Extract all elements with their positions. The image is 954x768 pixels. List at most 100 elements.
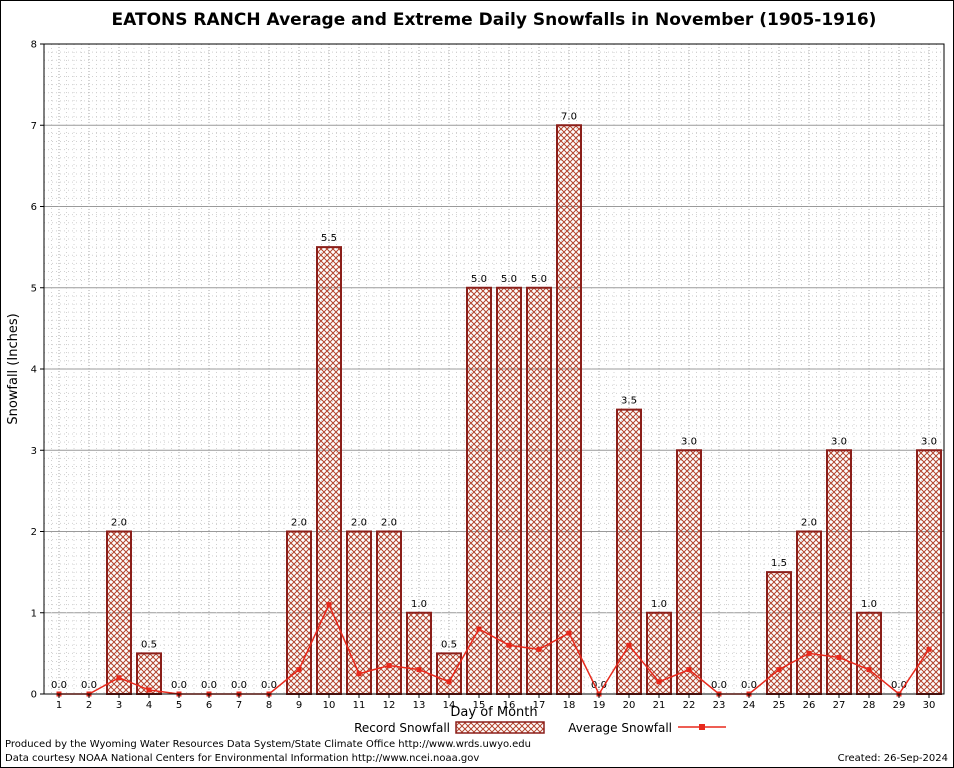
x-tick-label: 2: [86, 700, 92, 711]
average-point-day-27: [836, 654, 842, 660]
y-tick-label: 1: [31, 608, 37, 619]
bar-value-label: 3.0: [921, 436, 937, 447]
average-point-day-22: [686, 667, 692, 673]
y-tick-label: 5: [31, 283, 37, 294]
bar-value-label: 0.0: [231, 680, 247, 691]
bar-value-label: 1.0: [411, 599, 427, 610]
bar-day-12: [376, 530, 402, 695]
x-tick-label: 25: [773, 700, 786, 711]
bar-value-label: 2.0: [801, 518, 817, 529]
x-tick-label: 23: [713, 700, 726, 711]
bar-value-label: 5.5: [321, 233, 337, 244]
legend-record-swatch: [455, 721, 545, 734]
average-point-day-20: [626, 642, 632, 648]
average-point-day-26: [806, 650, 812, 656]
bar-value-label: 0.0: [891, 680, 907, 691]
bar-day-11: [346, 530, 372, 695]
bar-value-label: 2.0: [291, 518, 307, 529]
bar-value-label: 0.5: [141, 639, 157, 650]
bar-value-label: 0.0: [51, 680, 67, 691]
y-tick-label: 8: [31, 40, 37, 51]
bar-value-label: 7.0: [561, 111, 577, 122]
bar-day-13: [406, 611, 432, 695]
bar-value-label: 0.0: [591, 680, 607, 691]
average-point-day-15: [476, 626, 482, 632]
x-tick-label: 18: [563, 700, 576, 711]
legend: Record Snowfall Average Snowfall: [354, 721, 726, 735]
bar-day-27: [826, 449, 852, 695]
average-point-day-9: [296, 667, 302, 673]
x-tick-label: 22: [683, 700, 696, 711]
x-tick-label: 21: [653, 700, 666, 711]
x-tick-label: 5: [176, 700, 182, 711]
bar-day-15: [466, 286, 492, 695]
chart-title: EATONS RANCH Average and Extreme Daily S…: [112, 10, 877, 30]
x-tick-label: 3: [116, 700, 122, 711]
bar-value-label: 5.0: [471, 274, 487, 285]
x-tick-label: 28: [863, 700, 876, 711]
average-point-day-16: [506, 642, 512, 648]
bar-day-22: [676, 449, 702, 695]
bar-value-label: 0.0: [81, 680, 97, 691]
plot-area: 0.0 0.0 2.0 0.5 0.0 0.0 0.0 0.0 2.0 5.5 2.0 2.0 1.0 0…: [31, 40, 945, 711]
average-point-day-18: [566, 630, 572, 636]
average-point-day-10: [326, 602, 332, 608]
average-point-day-12: [386, 663, 392, 669]
bar-value-label: 5.0: [501, 274, 517, 285]
y-tick-label: 0: [31, 690, 37, 701]
y-tick-label: 4: [31, 365, 37, 376]
average-point-day-11: [356, 671, 362, 677]
y-axis-label: Snowfall (Inches): [6, 313, 21, 424]
x-tick-label: 30: [923, 700, 936, 711]
average-point-day-14: [446, 679, 452, 685]
x-tick-label: 1: [56, 700, 62, 711]
bar-value-label: 2.0: [351, 518, 367, 529]
bar-day-26: [796, 530, 822, 695]
bar-day-28: [856, 611, 882, 695]
footer-data-courtesy: Data courtesy NOAA National Centers for …: [5, 753, 479, 764]
bar-value-label: 2.0: [111, 518, 127, 529]
bar-value-label: 1.0: [651, 599, 667, 610]
x-tick-label: 8: [266, 700, 272, 711]
bar-value-label: 1.5: [771, 558, 787, 569]
x-tick-label: 6: [206, 700, 212, 711]
footer-produced-by: Produced by the Wyoming Water Resources …: [5, 739, 531, 750]
legend-average-label: Average Snowfall: [568, 721, 672, 735]
x-tick-label: 11: [353, 700, 366, 711]
bar-day-25: [766, 571, 792, 695]
x-tick-label: 16: [503, 700, 516, 711]
footer-created-date: Created: 26-Sep-2024: [838, 753, 948, 764]
x-axis-label: Day of Month: [450, 705, 537, 720]
bar-value-label: 5.0: [531, 274, 547, 285]
bar-day-18: [556, 124, 582, 695]
bar-value-label: 0.5: [441, 639, 457, 650]
x-tick-label: 17: [533, 700, 546, 711]
average-point-day-28: [866, 667, 872, 673]
average-point-day-13: [416, 667, 422, 673]
bar-value-label: 0.0: [741, 680, 757, 691]
y-tick-label: 7: [31, 121, 37, 132]
bar-value-label: 3.0: [681, 436, 697, 447]
bar-day-14: [436, 652, 462, 695]
y-tick-label: 6: [31, 202, 37, 213]
x-tick-label: 4: [146, 700, 152, 711]
average-point-day-3: [116, 675, 122, 681]
x-tick-label: 13: [413, 700, 426, 711]
bar-value-label: 3.0: [831, 436, 847, 447]
average-point-day-21: [656, 679, 662, 685]
bar-day-17: [526, 286, 552, 695]
bar-value-label: 0.0: [711, 680, 727, 691]
bar-day-20: [616, 408, 642, 695]
bar-value-label: 0.0: [171, 680, 187, 691]
x-tick-label: 20: [623, 700, 636, 711]
y-tick-label: 3: [31, 446, 37, 457]
x-tick-label: 9: [296, 700, 302, 711]
bar-day-30: [916, 449, 942, 695]
bar-value-label: 0.0: [201, 680, 217, 691]
bar-value-label: 2.0: [381, 518, 397, 529]
legend-average-marker: [699, 724, 705, 730]
bar-value-label: 1.0: [861, 599, 877, 610]
x-tick-label: 10: [323, 700, 336, 711]
average-point-day-17: [536, 646, 542, 652]
